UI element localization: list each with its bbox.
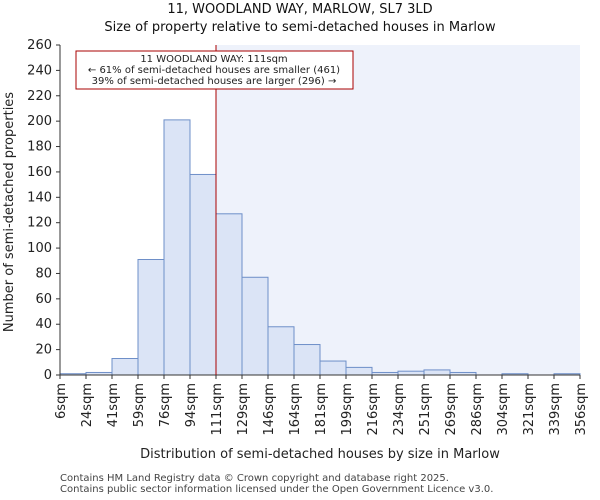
y-tick-label: 160 — [27, 165, 52, 180]
x-axis-label: Distribution of semi-detached houses by … — [140, 447, 500, 462]
y-axis-ticks: 0 20 40 60 80 100 120 140 160 180 200 220 240 260 — [27, 38, 60, 383]
annotation-group: 11 WOODLAND WAY: 111sqm← 61% of semi-det… — [75, 45, 354, 375]
y-tick-label: 140 — [27, 190, 52, 205]
histogram-bar — [163, 119, 191, 376]
histogram-bar — [137, 259, 165, 376]
bars-group — [59, 119, 581, 376]
y-tick-label: 40 — [35, 317, 52, 332]
y-tick-label: 180 — [27, 140, 52, 155]
x-tick-label: 286sqm — [470, 383, 485, 436]
x-tick-label: 94sqm — [184, 383, 199, 427]
x-tick-label: 164sqm — [288, 383, 303, 436]
x-tick-label: 181sqm — [314, 383, 329, 436]
plot-background — [216, 45, 580, 375]
x-tick-label: 356sqm — [574, 383, 589, 436]
x-tick-label: 269sqm — [444, 383, 459, 436]
histogram-bar — [189, 173, 217, 376]
y-tick-label: 220 — [27, 89, 52, 104]
axes-lines — [59, 45, 580, 376]
x-tick-label: 59sqm — [132, 383, 147, 427]
x-tick-label: 111sqm — [210, 383, 225, 436]
chart-title: 11, WOODLAND WAY, MARLOW, SL7 3LD — [167, 2, 433, 17]
x-tick-label: 199sqm — [340, 383, 355, 436]
x-tick-label: 6sqm — [54, 383, 69, 419]
chart-subtitle: Size of property relative to semi-detach… — [104, 20, 496, 35]
x-tick-label: 41sqm — [106, 383, 121, 427]
annotation-line-2: ← 61% of semi-detached houses are smalle… — [88, 65, 340, 76]
y-tick-label: 260 — [27, 38, 52, 53]
highlight-region — [216, 45, 580, 375]
x-tick-label: 216sqm — [366, 383, 381, 436]
histogram-bar — [241, 276, 269, 376]
histogram-chart: 0 20 40 60 80 100 120 140 160 180 200 220 240 260 6sq… — [2, 38, 589, 462]
annotation-line-3: 39% of semi-detached houses are larger (… — [92, 76, 337, 87]
histogram-bar — [293, 344, 321, 376]
histogram-bar — [423, 369, 451, 376]
x-tick-label: 146sqm — [262, 383, 277, 436]
histogram-bar — [267, 326, 295, 376]
x-tick-label: 24sqm — [80, 383, 95, 427]
y-tick-label: 200 — [27, 114, 52, 129]
y-tick-label: 120 — [27, 216, 52, 231]
y-tick-label: 80 — [35, 266, 52, 281]
histogram-bar — [397, 370, 425, 376]
y-tick-label: 240 — [27, 63, 52, 78]
x-axis-ticks: 6sqm 24sqm 41sqm 59sqm 76sqm 94sqm 111sqm 129sq… — [54, 375, 589, 436]
x-tick-label: 321sqm — [522, 383, 537, 436]
footer-copyright: Contains HM Land Registry data © Crown c… — [60, 473, 449, 484]
histogram-bar — [345, 366, 373, 376]
x-tick-label: 304sqm — [496, 383, 511, 436]
y-tick-label: 0 — [44, 368, 52, 383]
y-tick-label: 100 — [27, 241, 52, 256]
y-axis-label: Number of semi-detached properties — [2, 92, 17, 332]
x-tick-label: 234sqm — [392, 383, 407, 436]
annotation-line-1: 11 WOODLAND WAY: 111sqm — [140, 54, 287, 65]
footer-licence: Contains public sector information licen… — [60, 484, 494, 495]
histogram-bar — [215, 213, 243, 376]
x-tick-label: 251sqm — [418, 383, 433, 436]
histogram-bar — [319, 360, 347, 376]
x-tick-label: 76sqm — [158, 383, 173, 427]
x-tick-label: 339sqm — [548, 383, 563, 436]
y-tick-label: 20 — [35, 343, 52, 358]
y-tick-label: 60 — [35, 292, 52, 307]
x-tick-label: 129sqm — [236, 383, 251, 436]
annotation-box — [75, 50, 354, 90]
histogram-bar — [111, 358, 139, 376]
